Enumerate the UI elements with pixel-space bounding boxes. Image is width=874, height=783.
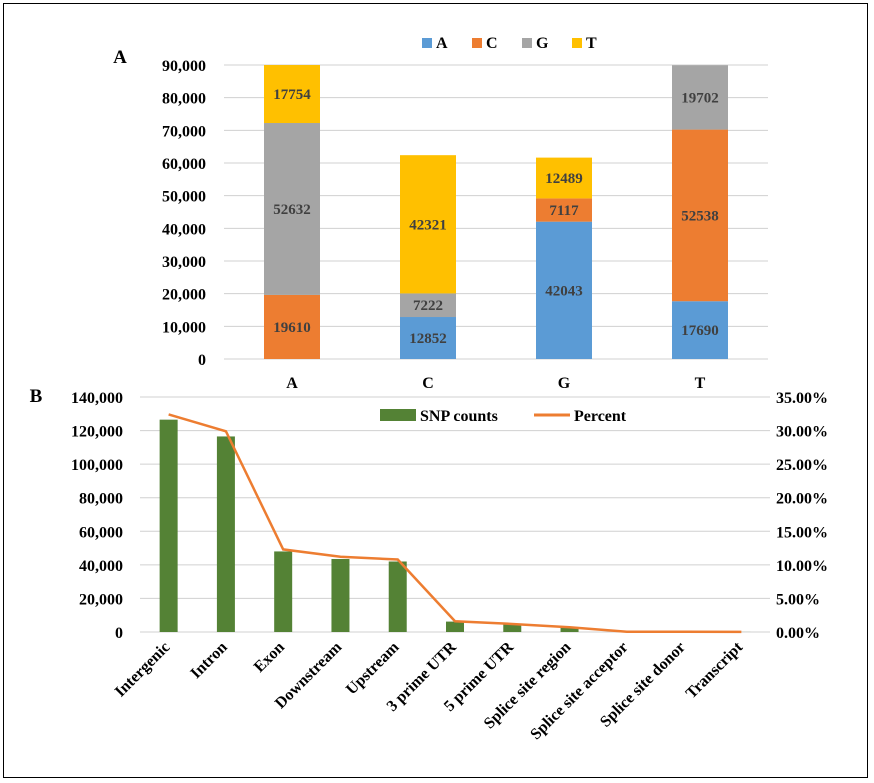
panel-a-ytick: 30,000 [162, 254, 206, 271]
panel-a-data-label: 52538 [681, 208, 719, 224]
panel-a-data-label: 42321 [409, 217, 447, 233]
panel-a-ytick: 60,000 [162, 156, 206, 173]
panel-a-legend-label: A [436, 35, 448, 52]
panel-b-xtick: Exon [251, 639, 288, 676]
panel-a-bar-segment [400, 317, 456, 359]
panel-b-ytick-right: 25.00% [776, 457, 828, 474]
panel-a-ytick: 70,000 [162, 123, 206, 140]
panel-b-bar [274, 551, 293, 632]
panel-b-legend-label: SNP counts [420, 408, 498, 425]
panel-a-legend-swatch [472, 38, 482, 48]
panel-a-legend-swatch [422, 38, 432, 48]
panel-a-bar-segment [536, 157, 592, 199]
panel-a-bar-segment [264, 123, 320, 295]
panel-b-bar [446, 621, 464, 632]
panel-b-legend-label: Percent [574, 408, 627, 425]
panel-b-xtick: Transcript [683, 638, 747, 702]
panel-a-data-label: 42043 [545, 283, 583, 299]
panel-a-bar-segment [536, 198, 592, 222]
panel-b-percent-line [168, 413, 742, 634]
panel-b-ytick-right: 0.00% [776, 625, 820, 642]
panel-a-ytick: 10,000 [162, 319, 206, 336]
panel-a-legend-label: C [486, 35, 498, 52]
panel-a-xtick: G [558, 375, 571, 392]
panel-b-ytick-right: 15.00% [776, 524, 828, 541]
panel-b-bar [503, 623, 522, 632]
panel-a-xtick: A [286, 375, 298, 392]
panel-a-data-label: 52632 [273, 202, 311, 218]
panel-b-ytick-right: 5.00% [776, 591, 820, 608]
panel-b-ytick-right: 30.00% [776, 424, 828, 441]
panel-b-xtick: Splice site acceptor [527, 639, 631, 743]
panel-a-data-label: 19610 [273, 320, 311, 336]
panel-b-ytick-left: 100,000 [71, 457, 123, 474]
panel-b-ytick-left: 0 [115, 625, 123, 642]
panel-a-data-label: 19702 [681, 90, 719, 106]
panel-a-ytick: 0 [198, 352, 206, 369]
panel-b-bar [159, 419, 178, 632]
panel-b-ytick-right: 20.00% [776, 491, 828, 508]
panel-a-ytick: 50,000 [162, 189, 206, 206]
panel-b-xtick: Upstream [343, 638, 403, 698]
panel-a-legend-label: G [536, 35, 549, 52]
panel-a-letter: A [113, 47, 127, 68]
panel-a-data-label: 7222 [413, 298, 443, 314]
panel-b-ytick-left: 60,000 [79, 524, 123, 541]
panel-a-bar-segment [264, 294, 320, 359]
panel-a-bar-segment [672, 129, 728, 302]
panel-b-bar [560, 627, 579, 632]
panel-b-xtick: Intron [187, 639, 230, 682]
panel-b-ytick-left: 40,000 [79, 558, 123, 575]
panel-a-data-label: 7117 [549, 203, 579, 219]
panel-a-bar-segment [672, 65, 728, 130]
panel-b-xtick: Intergenic [112, 639, 174, 701]
panel-a-legend-label: T [586, 35, 597, 52]
panel-a-data-label: 12852 [409, 331, 447, 347]
panel-a-data-label: 12489 [545, 171, 583, 187]
panel-a-bar-segment [264, 65, 320, 124]
panel-b-letter: B [30, 386, 43, 407]
panel-a-bar-segment [672, 301, 728, 359]
panel-a-bar-segment [400, 155, 456, 294]
panel-b-bar [331, 558, 350, 632]
panel-b-ytick-left: 80,000 [79, 491, 123, 508]
panel-b-ytick-left: 20,000 [79, 591, 123, 608]
panel-a-bar-segment [536, 221, 592, 359]
panel-a-xtick: C [422, 375, 434, 392]
panel-a-data-label: 17754 [273, 87, 311, 103]
panel-a-data-label: 17690 [681, 323, 719, 339]
panel-a-ytick: 80,000 [162, 91, 206, 108]
panel-a-legend-swatch [572, 38, 582, 48]
panel-a-xtick: T [695, 375, 706, 392]
panel-a-ytick: 20,000 [162, 287, 206, 304]
panel-b-ytick-left: 120,000 [71, 424, 123, 441]
panel-b-ytick-right: 10.00% [776, 558, 828, 575]
panel-a-bar-segment [400, 293, 456, 318]
panel-b-bar [388, 561, 407, 632]
panel-a-ytick: 90,000 [162, 58, 206, 75]
panel-a-ytick: 40,000 [162, 221, 206, 238]
panel-b-ytick-left: 140,000 [71, 390, 123, 407]
panel-b-legend-swatch-bars [380, 409, 416, 421]
panel-b-bar [216, 436, 235, 632]
panel-b-ytick-right: 35.00% [776, 390, 828, 407]
panel-a-legend-swatch [522, 38, 532, 48]
